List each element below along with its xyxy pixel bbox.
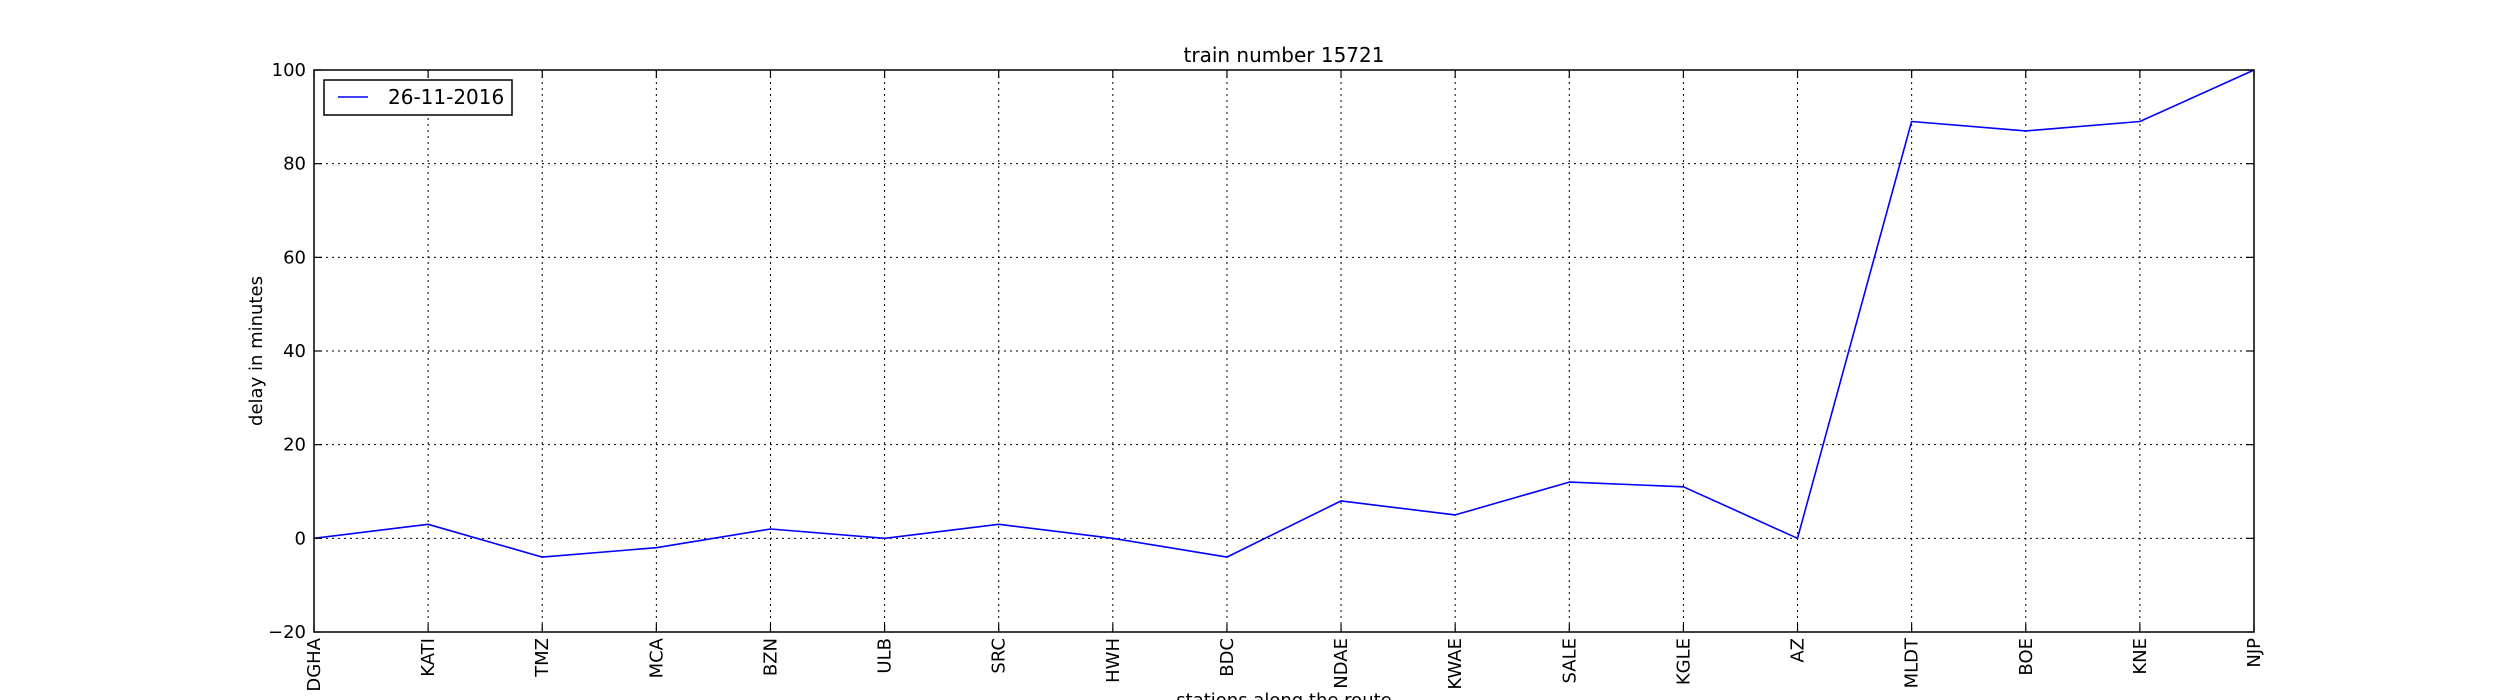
legend: 26-11-2016 [323,79,513,116]
x-tick-label: HWH [1103,638,1124,683]
grid [314,70,2254,632]
x-tick-label: NJP [2244,638,2265,668]
y-tick-label: 40 [283,341,306,362]
x-tick-label: MCA [646,637,667,678]
y-tick-label: 20 [283,435,306,456]
chart-title: train number 15721 [1184,43,1385,67]
y-tick-label: 80 [283,154,306,175]
series-line [313,69,2255,558]
y-tick-label: 0 [295,528,306,549]
x-axis-label: stations along the route [1176,690,1391,700]
x-tick-label: TMZ [532,638,553,678]
x-tick-label: SALE [1559,638,1580,683]
plot-frame [313,69,2255,633]
series-lines [313,69,2255,558]
x-tick-label: NDAE [1331,638,1352,689]
x-tick-label: ULB [875,638,896,674]
axis-ticks: −20 0 20 40 60 80 100 DGHA KATI TMZ MCA BZN ULB SRC HW… [268,60,2265,692]
x-tick-label: KWAE [1445,638,1466,690]
x-tick-label: AZ [1788,638,1809,663]
y-tick-label: 60 [283,247,306,268]
x-tick-label: DGHA [304,637,325,691]
x-tick-label: KGLE [1673,638,1694,685]
y-axis-label: delay in minutes [246,276,267,426]
x-tick-label: BDC [1217,638,1238,677]
x-tick-label: MLDT [1902,637,1923,688]
x-tick-label: SRC [989,638,1010,674]
y-tick-label: 100 [272,60,306,81]
y-tick-label: −20 [268,622,306,643]
legend-label: 26-11-2016 [388,85,504,109]
x-tick-label: BOE [2016,638,2037,676]
x-tick-label: BZN [760,638,781,676]
x-tick-label: KNE [2130,638,2151,675]
x-tick-label: KATI [418,638,439,677]
